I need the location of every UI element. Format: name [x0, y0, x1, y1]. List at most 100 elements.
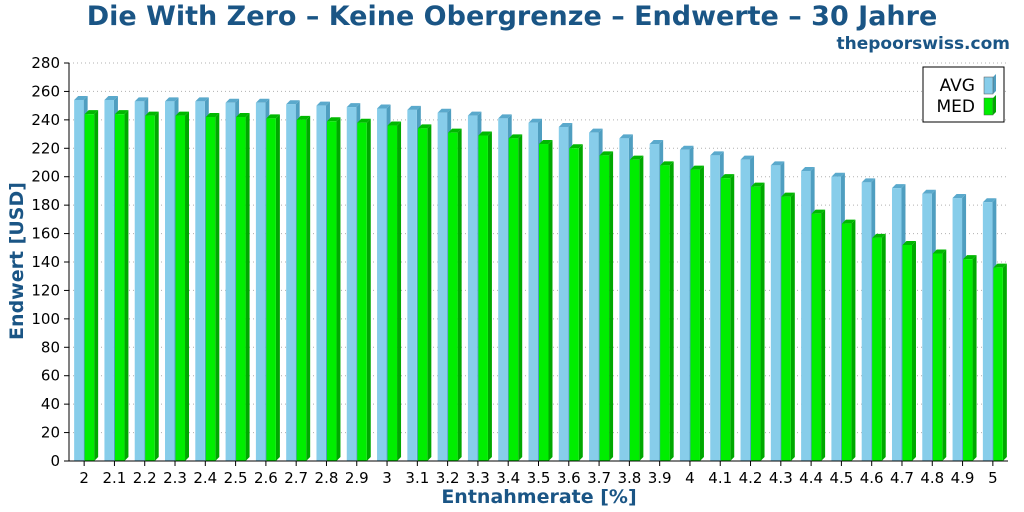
bar-avg-front: [740, 159, 751, 461]
x-tick-label: 3.6: [557, 469, 581, 487]
bar-med-side: [427, 124, 432, 461]
bar-med-top: [569, 144, 583, 149]
bar-med-front: [629, 159, 640, 461]
bar-med-front: [569, 148, 579, 462]
bar-med-top: [326, 117, 341, 122]
bar-med-side: [760, 182, 765, 461]
bar-avg-top: [255, 98, 270, 103]
bar-med: [478, 131, 492, 461]
bar-med: [599, 151, 614, 461]
bar-med-side: [699, 165, 704, 461]
legend-label: MED: [937, 97, 976, 117]
bar-avg-top: [922, 189, 936, 194]
bar-med-front: [811, 213, 822, 461]
bar-med-side: [669, 161, 674, 462]
bar-avg-front: [377, 108, 387, 461]
bar-med: [205, 113, 220, 461]
bar-avg-top: [104, 95, 118, 100]
bar-med-side: [911, 240, 916, 461]
bar-med-side: [215, 113, 220, 461]
bar-med: [751, 182, 765, 461]
bar-med-side: [124, 110, 129, 462]
bar-med-top: [508, 134, 523, 139]
bar-med-side: [1002, 263, 1007, 461]
bar-avg-front: [619, 138, 629, 462]
bar-med-front: [417, 128, 428, 461]
bar-med: [266, 114, 280, 461]
bar-med-side: [942, 249, 947, 461]
bar-med: [932, 249, 947, 461]
bar-avg-front: [801, 171, 811, 461]
bar-med-front: [963, 259, 973, 461]
bar-med: [417, 124, 432, 461]
bar-avg-top: [134, 97, 149, 102]
bar-med: [539, 140, 553, 461]
bar-med-top: [236, 113, 250, 118]
bar-med: [569, 144, 583, 462]
x-tick-label: 4.9: [951, 469, 975, 487]
bar-med-front: [993, 267, 1003, 461]
bar-med: [993, 263, 1007, 461]
bar-med: [660, 161, 674, 462]
bar-med-top: [357, 118, 371, 123]
bar-avg-front: [104, 99, 114, 461]
bar-avg-front: [982, 202, 993, 462]
bar-med-side: [275, 114, 280, 461]
bar-avg-top: [195, 97, 209, 102]
bar-med: [811, 209, 826, 461]
bar-avg-front: [134, 101, 145, 461]
bar-med-side: [94, 110, 99, 462]
bar-med-front: [751, 186, 761, 461]
bar-med-side: [609, 151, 614, 461]
y-axis-title: Endwert [USD]: [6, 182, 28, 340]
bar-med-front: [478, 135, 488, 461]
bar-avg-top: [286, 100, 300, 105]
bar-med-side: [518, 134, 523, 462]
x-axis-title: Entnahmerate [%]: [441, 486, 636, 508]
bar-med-top: [266, 114, 280, 119]
bar-avg-front: [589, 132, 599, 461]
bar-avg-top: [831, 172, 845, 177]
bar-avg-front: [679, 149, 690, 461]
bar-med-front: [781, 196, 791, 461]
x-tick-label: 3.1: [405, 469, 429, 487]
bar-avg-top: [891, 184, 906, 189]
bar-avg-front: [165, 101, 175, 461]
bar-med-top: [478, 131, 492, 136]
bar-avg-front: [770, 165, 781, 462]
bar-avg-front: [922, 193, 932, 461]
bar-avg-front: [437, 112, 448, 461]
bar-avg-top: [377, 104, 391, 109]
bar-med-top: [84, 110, 99, 115]
legend-swatch: [983, 76, 994, 95]
bar-avg-top: [982, 198, 997, 203]
bar-med-side: [336, 117, 341, 462]
bar-med-front: [720, 178, 731, 461]
bar-med-front: [690, 169, 700, 461]
axes: 0 20 40 60 80 100 120 140 160 180 200 220 240 260 280 2…: [31, 54, 1008, 487]
bar-med-top: [781, 192, 795, 197]
bar-med-front: [236, 117, 246, 461]
bar-med-top: [963, 255, 977, 260]
bar-med-front: [145, 115, 155, 461]
x-tick-label: 2.1: [103, 469, 127, 487]
y-tick-label: 220: [31, 139, 60, 157]
bar-med-front: [387, 125, 398, 462]
bar-avg-front: [558, 126, 569, 461]
bar-med: [236, 113, 250, 461]
bar-med: [781, 192, 795, 461]
bar-avg-top: [558, 122, 573, 127]
bar-med-top: [296, 115, 311, 120]
y-tick-label: 60: [41, 367, 60, 385]
bar-med: [508, 134, 523, 462]
x-tick-label: 5: [988, 469, 998, 487]
bar-med-top: [114, 110, 129, 115]
bar-med-front: [448, 132, 458, 461]
bar-med: [296, 115, 311, 461]
bar-avg-front: [255, 102, 266, 462]
bars: [74, 95, 1007, 462]
bar-med: [357, 118, 371, 461]
bar-med-front: [326, 121, 337, 462]
y-tick-label: 200: [31, 168, 60, 186]
bar-med-front: [114, 114, 125, 462]
